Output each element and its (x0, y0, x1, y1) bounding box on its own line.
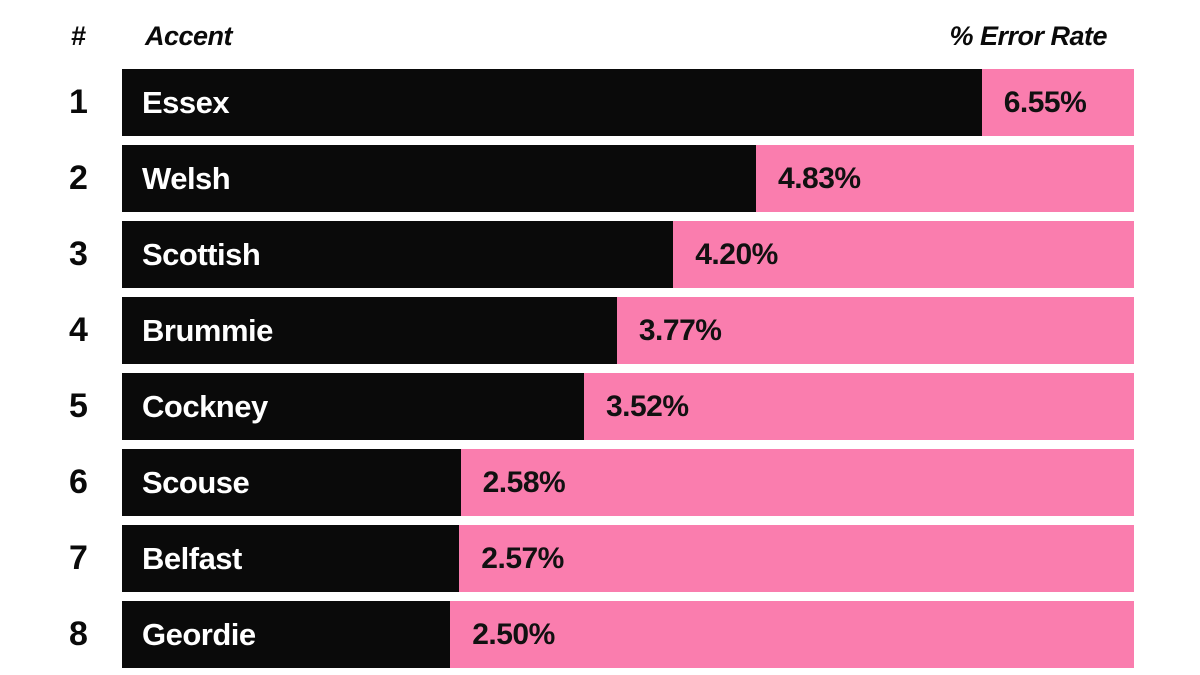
header-error-rate: % Error Rate (949, 21, 1107, 51)
bar-fill: Cockney (122, 373, 584, 440)
table-row: 5 Cockney 3.52% (0, 373, 1200, 440)
bar-track: Brummie 3.77% (122, 297, 1134, 364)
value-label: 3.52% (605, 389, 689, 423)
accent-label: Belfast (142, 540, 242, 576)
value-label: 6.55% (1003, 85, 1087, 119)
rank-label: 2 (69, 159, 88, 197)
table-row: 8 Geordie 2.50% (0, 601, 1200, 668)
rank-label: 3 (69, 235, 88, 273)
table-row: 1 Essex 6.55% (0, 69, 1200, 136)
accent-label: Scouse (142, 464, 250, 500)
accent-label: Essex (142, 84, 230, 120)
table-row: 4 Brummie 3.77% (0, 297, 1200, 364)
value-label: 2.58% (482, 465, 566, 499)
bar-fill: Scouse (122, 449, 461, 516)
table-row: 2 Welsh 4.83% (0, 145, 1200, 212)
rank-label: 4 (69, 311, 88, 349)
bar-fill: Brummie (122, 297, 617, 364)
header-rank: # (70, 21, 86, 51)
bar-track: Scottish 4.20% (122, 221, 1134, 288)
table-row: 6 Scouse 2.58% (0, 449, 1200, 516)
rank-label: 7 (69, 539, 88, 577)
rank-label: 1 (69, 83, 88, 121)
bar-track: Welsh 4.83% (122, 145, 1134, 212)
accent-label: Cockney (142, 388, 268, 424)
bar-fill: Essex (122, 69, 982, 136)
bar-track: Belfast 2.57% (122, 525, 1134, 592)
accent-label: Welsh (142, 160, 231, 196)
accent-label: Geordie (142, 616, 256, 652)
accent-label: Brummie (142, 312, 273, 348)
bar-fill: Belfast (122, 525, 460, 592)
bar-fill: Geordie (122, 601, 451, 668)
rank-label: 6 (69, 463, 88, 501)
value-label: 2.57% (481, 541, 564, 575)
bar-track: Cockney 3.52% (122, 373, 1134, 440)
chart-header: # Accent % Error Rate (0, 4, 1200, 69)
bar-track: Essex 6.55% (122, 69, 1134, 136)
accent-label: Scottish (142, 236, 261, 272)
value-label: 4.83% (778, 161, 861, 195)
bar-rows: 1 Essex 6.55% 2 Welsh 4.83% 3 Scotti (0, 69, 1200, 668)
bar-fill: Welsh (122, 145, 757, 212)
rank-label: 5 (69, 387, 88, 425)
value-label: 4.20% (695, 237, 778, 271)
value-label: 2.50% (472, 617, 555, 651)
bar-track: Scouse 2.58% (122, 449, 1134, 516)
table-row: 3 Scottish 4.20% (0, 221, 1200, 288)
header-accent: Accent (145, 21, 233, 51)
bar-track: Geordie 2.50% (122, 601, 1134, 668)
bar-fill: Scottish (122, 221, 674, 288)
table-row: 7 Belfast 2.57% (0, 525, 1200, 592)
rank-label: 8 (69, 615, 88, 653)
value-label: 3.77% (638, 313, 722, 347)
